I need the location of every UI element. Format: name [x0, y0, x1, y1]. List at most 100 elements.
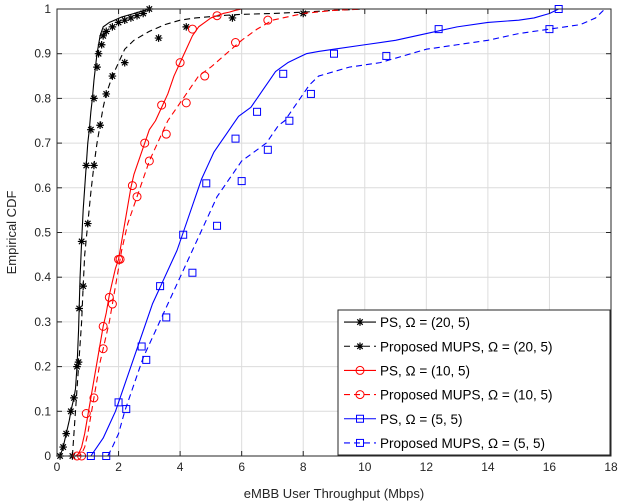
- series-line: [107, 8, 606, 457]
- series-layer: [56, 5, 606, 461]
- data-point: [382, 51, 391, 60]
- data-point: [98, 344, 108, 354]
- legend-label: PS, Ω = (5, 5): [380, 412, 463, 427]
- data-point: [94, 49, 103, 58]
- data-point: [87, 125, 95, 134]
- y-tick-label: 0.4: [34, 270, 51, 284]
- data-point: [62, 429, 71, 438]
- data-point: [139, 9, 147, 18]
- legend-label: PS, Ω = (20, 5): [380, 315, 470, 330]
- series-line: [90, 8, 559, 457]
- series-5: [86, 5, 563, 460]
- series-line: [75, 8, 365, 457]
- legend-box: [337, 309, 611, 456]
- data-point: [237, 177, 246, 186]
- y-tick-label: 0: [44, 449, 51, 463]
- data-point: [187, 24, 197, 34]
- data-point: [79, 282, 87, 290]
- data-point: [114, 398, 123, 407]
- data-point: [67, 407, 75, 416]
- data-point: [133, 11, 141, 20]
- data-point: [127, 14, 135, 22]
- data-point: [102, 27, 111, 36]
- data-point: [161, 129, 171, 139]
- data-point: [188, 268, 197, 277]
- y-tick-label: 0.8: [34, 91, 51, 105]
- data-point: [108, 72, 117, 80]
- legend-entry: Proposed MUPS, Ω = (10, 5): [344, 388, 553, 403]
- data-point: [306, 89, 315, 98]
- x-tick-label: 2: [115, 460, 122, 474]
- data-point: [181, 98, 191, 108]
- x-tick-label: 6: [238, 460, 245, 474]
- data-point: [231, 134, 240, 143]
- data-point: [82, 161, 91, 170]
- data-point: [137, 342, 146, 351]
- data-point: [228, 14, 237, 22]
- data-point: [70, 394, 78, 402]
- data-point: [212, 11, 222, 21]
- y-tick-label: 0.9: [34, 47, 51, 61]
- legend-marker: [356, 342, 364, 351]
- legend-label: Proposed MUPS, Ω = (10, 5): [380, 388, 553, 403]
- x-tick-label: 12: [420, 460, 434, 474]
- data-point: [77, 237, 86, 246]
- y-tick-label: 1: [44, 2, 51, 16]
- data-point: [96, 121, 104, 130]
- data-point: [127, 181, 137, 191]
- x-axis-label: eMBB User Throughput (Mbps): [244, 486, 424, 501]
- data-point: [157, 100, 167, 110]
- series-6: [102, 8, 606, 460]
- legend-marker: [356, 318, 364, 326]
- data-point: [108, 23, 117, 31]
- data-point: [285, 116, 294, 125]
- data-point: [93, 63, 101, 71]
- data-point: [132, 192, 142, 202]
- y-axis-label: Empirical CDF: [4, 191, 19, 275]
- data-point: [253, 107, 262, 116]
- data-point: [98, 321, 108, 331]
- data-point: [154, 34, 163, 42]
- legend-marker: [355, 390, 365, 400]
- legend-entry: PS, Ω = (20, 5): [344, 315, 470, 330]
- y-tick-label: 0.3: [34, 315, 51, 329]
- data-point: [81, 409, 91, 419]
- data-point: [120, 16, 129, 24]
- data-point: [142, 355, 151, 364]
- x-tick-label: 0: [54, 460, 61, 474]
- data-point: [59, 443, 67, 451]
- data-point: [263, 145, 272, 154]
- legend-label: Proposed MUPS, Ω = (20, 5): [380, 339, 553, 354]
- data-point: [545, 25, 554, 34]
- data-point: [115, 254, 125, 264]
- y-tick-label: 0.1: [34, 404, 51, 418]
- data-point: [156, 282, 165, 291]
- data-point: [162, 313, 171, 322]
- data-point: [231, 38, 241, 48]
- data-point: [330, 49, 338, 58]
- data-point: [182, 23, 191, 31]
- legend-marker: [355, 365, 365, 375]
- x-tick-label: 18: [604, 460, 618, 474]
- legend-entry: Proposed MUPS, Ω = (5, 5): [344, 436, 545, 451]
- data-point: [74, 358, 83, 366]
- series-line: [72, 8, 242, 457]
- data-point: [213, 221, 222, 230]
- tick-labels: 0 2 4 6 8 10 12 14 16 18 0 0.1 0.2 0.3 0.4 0.5 0.6 0.7 0.8…: [34, 2, 618, 474]
- data-point: [107, 299, 117, 309]
- y-tick-label: 0.2: [34, 360, 51, 374]
- y-tick-label: 0.6: [34, 181, 51, 195]
- legend-marker: [356, 414, 364, 423]
- legend-entry: PS, Ω = (10, 5): [344, 363, 470, 378]
- data-point: [200, 71, 210, 81]
- legend-marker: [356, 438, 364, 447]
- data-point: [102, 90, 111, 98]
- data-point: [90, 161, 98, 170]
- data-point: [179, 230, 188, 239]
- x-tick-label: 16: [543, 460, 557, 474]
- y-tick-label: 0.7: [34, 136, 51, 150]
- legend: PS, Ω = (20, 5) Proposed MUPS, Ω = (20, 5…: [337, 309, 611, 456]
- data-point: [75, 304, 83, 313]
- data-point: [97, 40, 106, 49]
